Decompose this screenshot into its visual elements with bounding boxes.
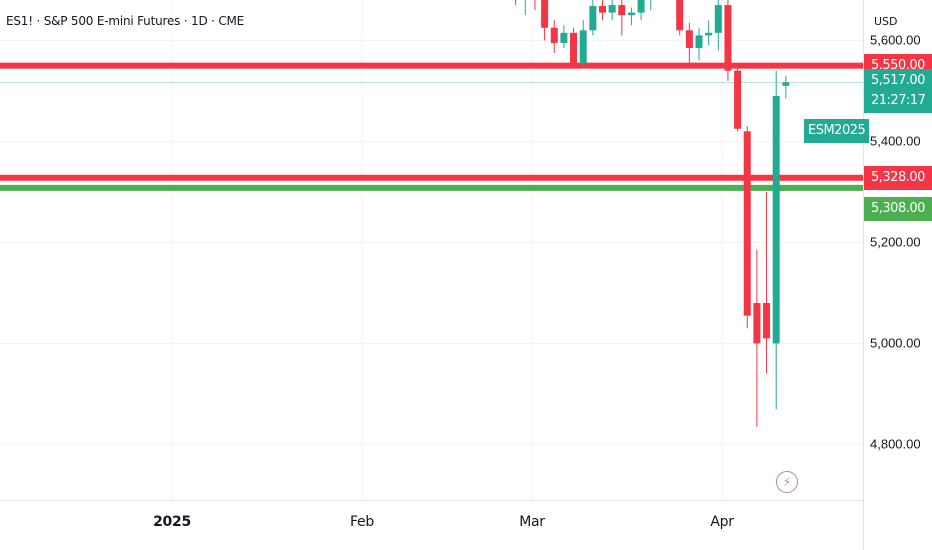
candle-body xyxy=(579,30,587,64)
candle-body xyxy=(743,131,751,316)
candle-body xyxy=(637,0,645,13)
candle[interactable] xyxy=(627,7,635,26)
candle-body xyxy=(589,6,597,31)
candle[interactable] xyxy=(685,22,693,66)
chart-title: ES1! · S&P 500 E-mini Futures · 1D · CME xyxy=(6,14,245,28)
bar-countdown: 21:27:17 xyxy=(871,93,926,109)
candle[interactable] xyxy=(734,65,742,132)
symbol-tag[interactable]: ESM2025 xyxy=(804,119,870,143)
candle[interactable] xyxy=(695,27,703,61)
candle-body xyxy=(570,32,578,64)
candlestick-series xyxy=(512,0,790,427)
candle-body xyxy=(550,27,558,43)
candle[interactable] xyxy=(705,20,713,46)
candle[interactable] xyxy=(522,0,529,16)
candle-body xyxy=(763,303,771,339)
candle-body xyxy=(772,95,780,344)
candle-body xyxy=(560,32,568,43)
x-tick-label: Apr xyxy=(710,514,734,530)
time-axis-divider xyxy=(0,500,863,501)
candle[interactable] xyxy=(618,0,626,36)
price-line[interactable] xyxy=(0,174,863,181)
price-line-label-5328[interactable]: 5,328.00 xyxy=(864,165,932,190)
candle[interactable] xyxy=(724,0,732,81)
candle-body xyxy=(618,5,626,16)
candle[interactable] xyxy=(647,0,654,11)
candle[interactable] xyxy=(550,20,558,54)
candle[interactable] xyxy=(560,25,568,48)
candle[interactable] xyxy=(599,0,606,21)
candle[interactable] xyxy=(570,27,578,69)
candle[interactable] xyxy=(531,0,538,11)
candle[interactable] xyxy=(579,20,587,66)
candle[interactable] xyxy=(772,70,780,410)
candle-body xyxy=(724,5,732,71)
y-tick-label: 5,000.00 xyxy=(870,335,921,351)
candle-body xyxy=(541,0,549,28)
candle[interactable] xyxy=(714,0,722,51)
candle[interactable] xyxy=(589,0,597,36)
candle-body xyxy=(608,5,616,13)
candle[interactable] xyxy=(753,250,761,427)
price-axis-divider xyxy=(863,0,864,550)
candle-body xyxy=(599,6,606,13)
currency-label[interactable]: USD xyxy=(874,15,898,28)
candle[interactable] xyxy=(637,0,645,21)
candle-body xyxy=(782,82,790,86)
y-tick-label: 5,600.00 xyxy=(870,32,921,48)
candle-body xyxy=(695,35,703,48)
candle-body xyxy=(676,0,684,31)
candle-body xyxy=(685,30,693,48)
price-lines xyxy=(0,62,863,191)
candle[interactable] xyxy=(512,0,519,6)
x-tick-label: Feb xyxy=(350,514,374,530)
last-price-label[interactable]: 5,517.00 21:27:17 xyxy=(864,69,932,114)
candle-body xyxy=(714,5,722,33)
lightning-icon[interactable]: ⚡︎ xyxy=(776,471,798,493)
candle[interactable] xyxy=(782,75,790,99)
x-tick-label: Mar xyxy=(519,514,545,530)
price-line[interactable] xyxy=(0,184,863,191)
candle[interactable] xyxy=(608,0,616,21)
y-tick-label: 5,400.00 xyxy=(870,133,921,149)
candle[interactable] xyxy=(541,0,549,41)
candle-body xyxy=(753,303,761,344)
grid-lines xyxy=(0,0,863,500)
y-tick-label: 4,800.00 xyxy=(870,436,921,452)
candle[interactable] xyxy=(743,126,751,329)
candle-body xyxy=(734,70,742,129)
last-price-value: 5,517.00 xyxy=(871,73,925,89)
candle[interactable] xyxy=(676,0,684,36)
candle[interactable] xyxy=(763,191,771,374)
candle-body xyxy=(627,12,635,16)
candle-body xyxy=(705,32,713,36)
x-tick-label: 2025 xyxy=(153,514,191,530)
price-line-label-5308[interactable]: 5,308.00 xyxy=(864,196,932,221)
y-tick-label: 5,200.00 xyxy=(870,234,921,250)
price-line[interactable] xyxy=(0,62,863,69)
